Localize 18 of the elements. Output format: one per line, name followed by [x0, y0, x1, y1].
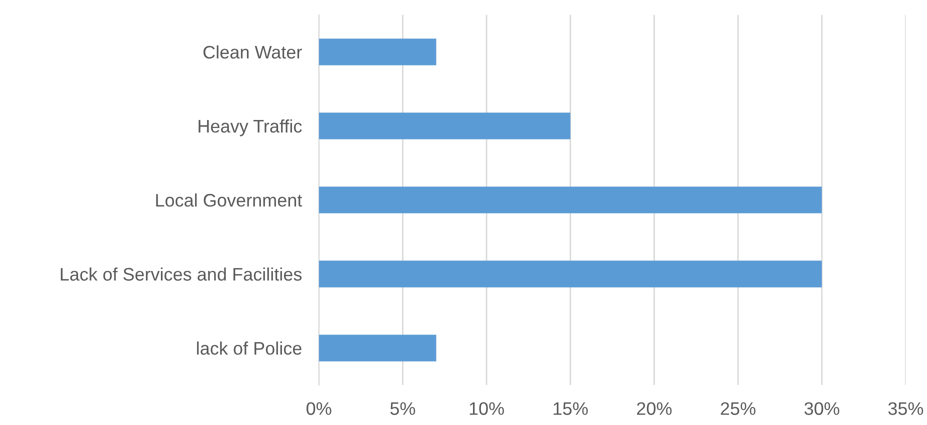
y-tick-label: Local Government [156, 193, 302, 207]
x-tick-label: 25% [720, 402, 756, 415]
x-tick-label: 5% [390, 402, 416, 415]
x-tick-label: 30% [804, 402, 840, 415]
bar [318, 334, 436, 362]
y-tick-label: Heavy Traffic [198, 119, 302, 136]
bar [318, 112, 570, 140]
bar [318, 186, 822, 214]
x-tick-label: 20% [637, 402, 672, 415]
bar [318, 38, 436, 66]
y-tick-label: Lack of Services and Facilities [60, 267, 302, 281]
y-tick-label: Clean Water [203, 45, 302, 59]
x-tick-label: 35% [888, 402, 924, 415]
y-tick-label: lack of Police [197, 341, 302, 355]
x-tick-label: 0% [306, 402, 332, 415]
bar [318, 260, 822, 288]
x-tick-label: 15% [554, 402, 588, 415]
x-tick-label: 10% [470, 402, 504, 415]
